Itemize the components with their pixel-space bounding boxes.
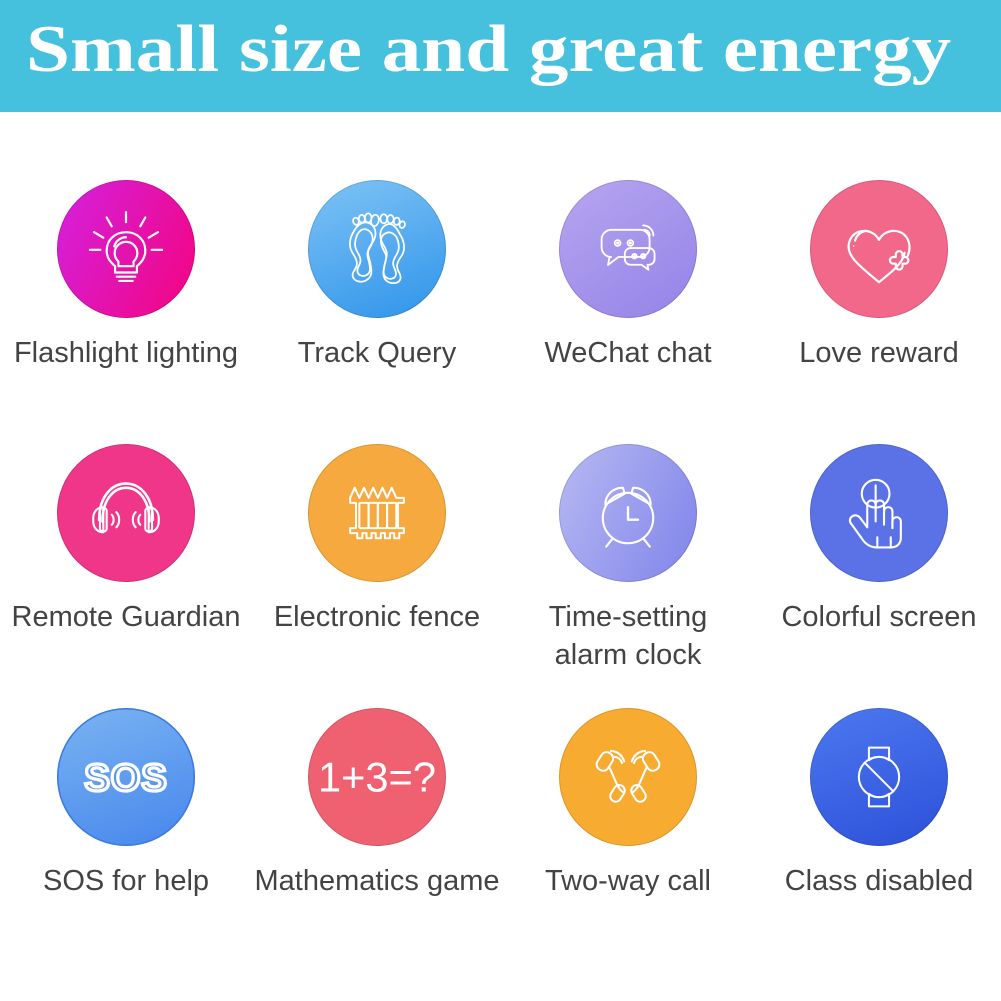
svg-text:SOS: SOS — [84, 756, 167, 799]
svg-text:1+3=?: 1+3=? — [318, 753, 436, 800]
